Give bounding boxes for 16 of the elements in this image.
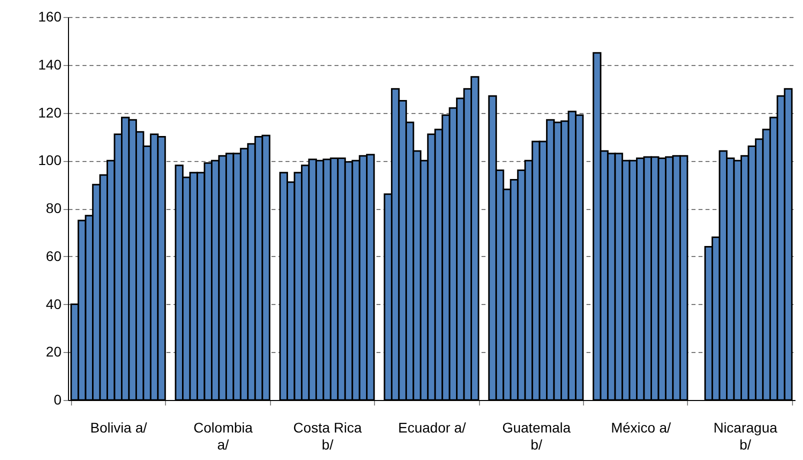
x-tick-label: Guatemala b/ xyxy=(502,420,571,452)
x-tick-label: Colombia a/ xyxy=(194,420,253,452)
y-tick-label: 120 xyxy=(38,104,62,120)
y-tick-label: 20 xyxy=(46,344,62,360)
y-tick-label: 160 xyxy=(38,8,62,24)
y-tick-label: 40 xyxy=(46,296,62,312)
y-tick-label: 80 xyxy=(46,200,62,216)
x-tick-label: Costa Rica b/ xyxy=(293,420,362,452)
x-tick-label: Bolivia a/ xyxy=(90,420,148,436)
x-tick-label: México a/ xyxy=(610,420,671,436)
x-tick-label: Ecuador a/ xyxy=(398,420,466,436)
y-tick-label: 0 xyxy=(54,392,62,408)
y-tick-label: 100 xyxy=(38,152,62,168)
x-tick-label: Nicaragua b/ xyxy=(713,420,778,452)
y-tick-label: 60 xyxy=(46,248,62,264)
y-tick-label: 140 xyxy=(38,56,62,72)
